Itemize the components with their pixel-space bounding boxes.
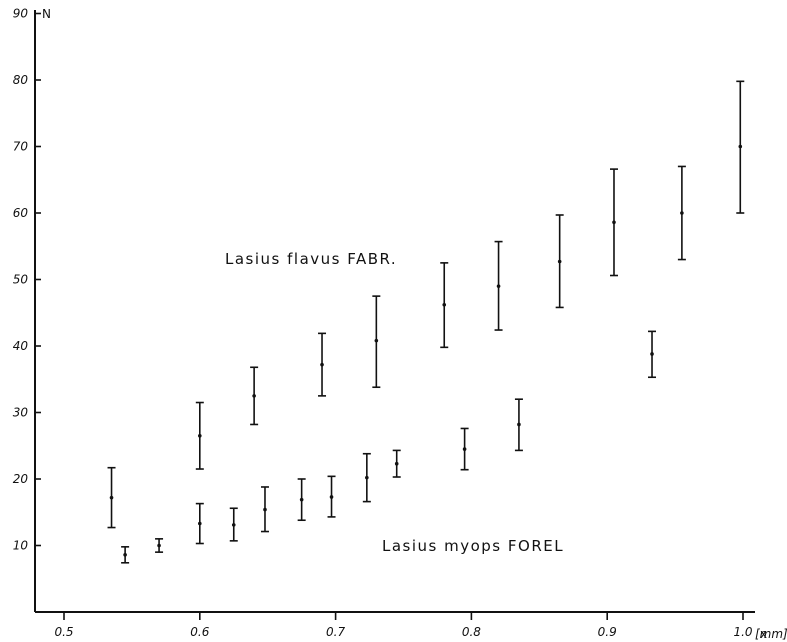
x-axis-unit: [mm] (755, 627, 787, 641)
error-bar (121, 546, 130, 564)
data-point (612, 220, 616, 225)
data-point (320, 362, 324, 367)
y-tick-label: 50 (13, 273, 29, 287)
error-bar (229, 507, 238, 542)
data-point (680, 211, 684, 215)
error-bar (260, 486, 269, 533)
error-bar (195, 502, 204, 545)
x-tick-label: 0.6 (190, 625, 209, 639)
error-bar (372, 295, 381, 389)
data-point (374, 338, 379, 343)
data-point (496, 284, 501, 288)
ticks: 0.5 0.6 0.7 0.8 0.9 1.0 10 20 30 40 50 60 70 80 90 (13, 7, 753, 640)
error-bar (648, 330, 657, 379)
error-bar (460, 427, 469, 471)
error-bar (555, 214, 564, 309)
data-point (198, 433, 202, 438)
data-point (394, 461, 399, 466)
x-tick-label: 0.8 (462, 625, 481, 639)
y-tick-label: 60 (13, 206, 29, 220)
data-point (557, 259, 562, 264)
y-tick-label: 30 (13, 406, 29, 420)
series-label-flavus: Lasius flavus FABR. (225, 250, 397, 268)
error-bar (609, 168, 618, 277)
data-point (442, 302, 447, 307)
data-point (109, 495, 114, 500)
x-tick-label: 0.5 (54, 625, 73, 639)
error-bar (107, 466, 116, 529)
x-tick-label: 1.0 (733, 625, 752, 639)
error-bar (440, 262, 449, 349)
error-bar (250, 366, 259, 426)
data-point (738, 144, 743, 149)
error-bar (736, 80, 745, 214)
error-bar (392, 449, 401, 478)
axes: N x [mm] (34, 7, 787, 641)
y-tick-label: 20 (13, 472, 29, 486)
error-bar (494, 240, 503, 331)
data-marks (107, 80, 745, 564)
data-point (299, 497, 304, 502)
series-0-marks (107, 80, 745, 529)
data-point (462, 447, 467, 451)
y-tick-label: 40 (13, 339, 29, 353)
y-tick-label: 90 (13, 7, 29, 21)
error-bar (155, 538, 164, 553)
error-bar (297, 478, 306, 522)
y-tick-label: 80 (13, 73, 29, 87)
x-axis-title: x (760, 627, 767, 641)
y-axis-title: N (42, 7, 51, 21)
data-point (198, 521, 202, 526)
y-tick-label: 70 (13, 140, 29, 154)
error-bar (677, 165, 686, 261)
data-point (329, 495, 334, 499)
data-point (123, 553, 127, 557)
error-bar (195, 401, 204, 470)
x-tick-label: 0.7 (326, 625, 345, 639)
error-bar (362, 452, 371, 503)
data-point (263, 507, 267, 512)
x-tick-label: 0.9 (598, 625, 617, 639)
series-label-myops: Lasius myops FOREL (382, 537, 564, 555)
data-point (365, 475, 369, 480)
error-bar (327, 475, 336, 518)
data-point (252, 394, 256, 398)
data-point (517, 422, 521, 427)
series-1-marks (121, 330, 657, 564)
data-point (157, 543, 161, 548)
error-bar (514, 398, 523, 452)
series-labels: Lasius flavus FABR. Lasius myops FOREL (225, 250, 564, 555)
y-tick-label: 10 (13, 539, 29, 553)
error-bar (318, 332, 327, 397)
data-point (650, 352, 654, 356)
data-point (231, 523, 236, 527)
